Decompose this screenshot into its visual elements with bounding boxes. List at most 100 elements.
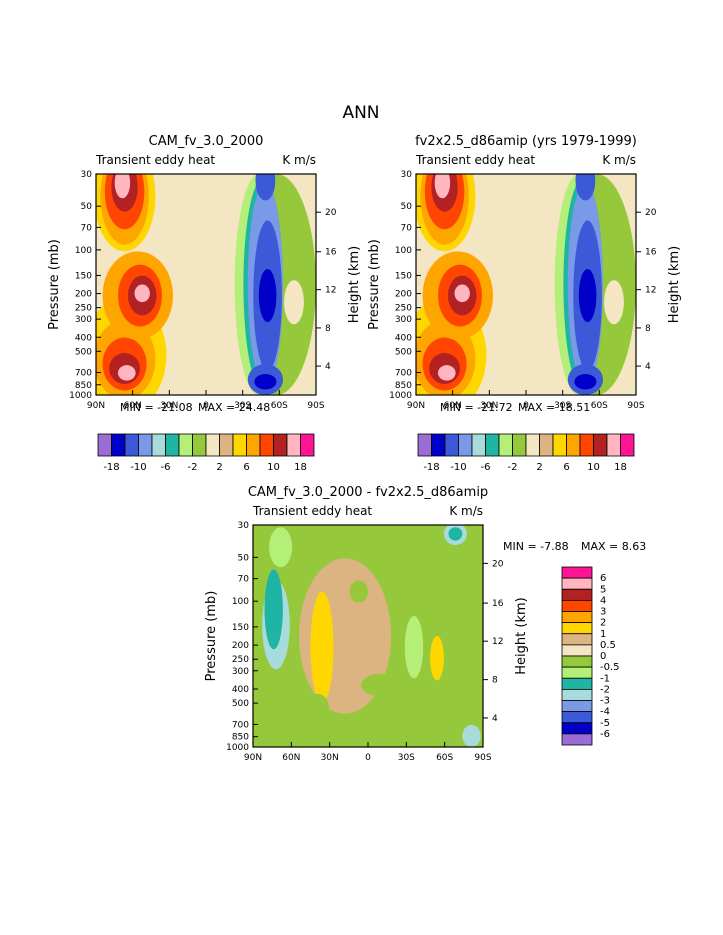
contour-region <box>454 284 470 303</box>
contour-region <box>269 527 293 568</box>
colorbar-swatch <box>97 433 112 457</box>
y-tick-label: 150 <box>75 271 92 281</box>
contour-field <box>416 174 636 395</box>
panel-subtitle-left: Transient eddy heat <box>252 504 372 518</box>
colorbar-swatch <box>561 622 593 635</box>
colorbar-swatch <box>246 433 261 457</box>
colorbar-swatch <box>485 433 500 457</box>
colorbar-swatch <box>498 433 513 457</box>
y-tick-label: 700 <box>232 720 249 730</box>
colorbar-label: 4 <box>600 595 606 606</box>
x-tick-label: 90S <box>307 401 324 411</box>
x-tick-label: 30N <box>480 401 498 411</box>
contour-region <box>134 284 150 303</box>
x-tick-label: 90N <box>407 401 425 411</box>
x-tick-label: 60S <box>436 753 453 763</box>
panel-2: CAM_fv_3.0_2000 - fv2x2.5_d86amip Transie… <box>204 485 529 763</box>
colorbar-swatch <box>606 433 621 457</box>
colorbar-label: -10 <box>450 462 466 473</box>
colorbar-label: -2 <box>508 462 518 473</box>
y-tick-label: 300 <box>75 315 92 325</box>
y-tick-label: 50 <box>81 202 93 212</box>
colorbar-swatch <box>561 688 593 701</box>
contour-region <box>361 673 398 696</box>
y-tick-label: 250 <box>75 304 92 314</box>
colorbar-swatch <box>138 433 153 457</box>
colorbar-swatch <box>417 433 432 457</box>
colorbar-swatch <box>458 433 473 457</box>
y-tick-label: 400 <box>75 333 92 343</box>
colorbar-label: 6 <box>243 462 249 473</box>
height-tick-label: 16 <box>492 599 504 609</box>
min-label: MIN = -21.72 <box>440 401 513 414</box>
colorbar-label: -4 <box>600 707 610 718</box>
y-tick-label: 100 <box>75 246 92 256</box>
contour-region <box>604 280 624 325</box>
height-tick-label: 16 <box>645 248 657 258</box>
y-tick-label: 150 <box>232 623 249 633</box>
colorbar-swatch <box>165 433 180 457</box>
contour-region <box>575 174 596 201</box>
contour-region <box>574 374 597 390</box>
x-tick-label: 90N <box>244 753 262 763</box>
colorbar-label: -18 <box>103 462 119 473</box>
colorbar-label: 6 <box>600 573 606 584</box>
colorbar-swatch <box>471 433 486 457</box>
colorbar-label: 3 <box>600 607 606 618</box>
panel-subtitle-left: Transient eddy heat <box>415 153 535 167</box>
contour-region <box>434 174 451 199</box>
x-tick-label: 30S <box>398 753 415 763</box>
colorbar-label: -6 <box>600 729 610 740</box>
colorbar-swatch <box>232 433 247 457</box>
max-label: MAX = 8.63 <box>581 540 646 553</box>
y-tick-label: 700 <box>75 369 92 379</box>
height-tick-label: 12 <box>325 286 336 296</box>
colorbar-swatch <box>192 433 207 457</box>
colorbar-swatch <box>579 433 594 457</box>
panel-title: fv2x2.5_d86amip (yrs 1979-1999) <box>415 134 637 149</box>
colorbar-label: 18 <box>294 462 307 473</box>
colorbar-swatch <box>124 433 139 457</box>
colorbar-label: -5 <box>600 718 610 729</box>
panel-subtitle-right: K m/s <box>449 504 483 518</box>
y-tick-label: 70 <box>401 223 413 233</box>
colorbar-swatch <box>444 433 459 457</box>
height-tick-label: 8 <box>492 676 498 686</box>
height-tick-label: 20 <box>492 559 504 569</box>
panel-subtitle-right: K m/s <box>282 153 316 167</box>
max-label: MAX = 18.51 <box>518 401 590 414</box>
height-tick-label: 16 <box>325 248 337 258</box>
y-tick-label: 850 <box>232 733 249 743</box>
y-tick-label: 30 <box>238 521 250 531</box>
y-tick-label: 200 <box>395 290 412 300</box>
colorbar-label: 5 <box>600 584 606 595</box>
max-label: MAX = 24.48 <box>198 401 270 414</box>
figure-title: ANN <box>342 103 379 123</box>
colorbar-swatch <box>273 433 288 457</box>
colorbar-swatch <box>620 433 635 457</box>
contour-region <box>114 174 131 199</box>
contour-region <box>499 174 553 395</box>
colorbar-label: 18 <box>614 462 627 473</box>
contour-region <box>430 636 444 681</box>
x-tick-label: 0 <box>523 401 529 411</box>
panel-subtitle-right: K m/s <box>602 153 636 167</box>
y-tick-label: 200 <box>232 641 249 651</box>
y-tick-label: 700 <box>395 369 412 379</box>
colorbar-0: -18 -10 -6 -2 2 6 10 18 <box>97 433 315 473</box>
height-tick-label: 8 <box>325 324 331 334</box>
contour-region <box>258 269 277 323</box>
colorbar-label: -1 <box>600 673 610 684</box>
panel-title: CAM_fv_3.0_2000 <box>149 134 264 149</box>
y-axis-label: Pressure (mb) <box>204 591 219 682</box>
colorbar-swatch <box>300 433 315 457</box>
colorbar-swatch <box>151 433 166 457</box>
height-axis-label: Height (km) <box>667 246 682 323</box>
contour-region <box>438 365 456 381</box>
x-tick-label: 0 <box>203 401 209 411</box>
y-tick-label: 250 <box>232 655 249 665</box>
colorbar-label: -0.5 <box>600 662 620 673</box>
colorbar-label: 2 <box>216 462 222 473</box>
panel-0: CAM_fv_3.0_2000 Transient eddy heat K m/s 3… <box>47 134 362 411</box>
